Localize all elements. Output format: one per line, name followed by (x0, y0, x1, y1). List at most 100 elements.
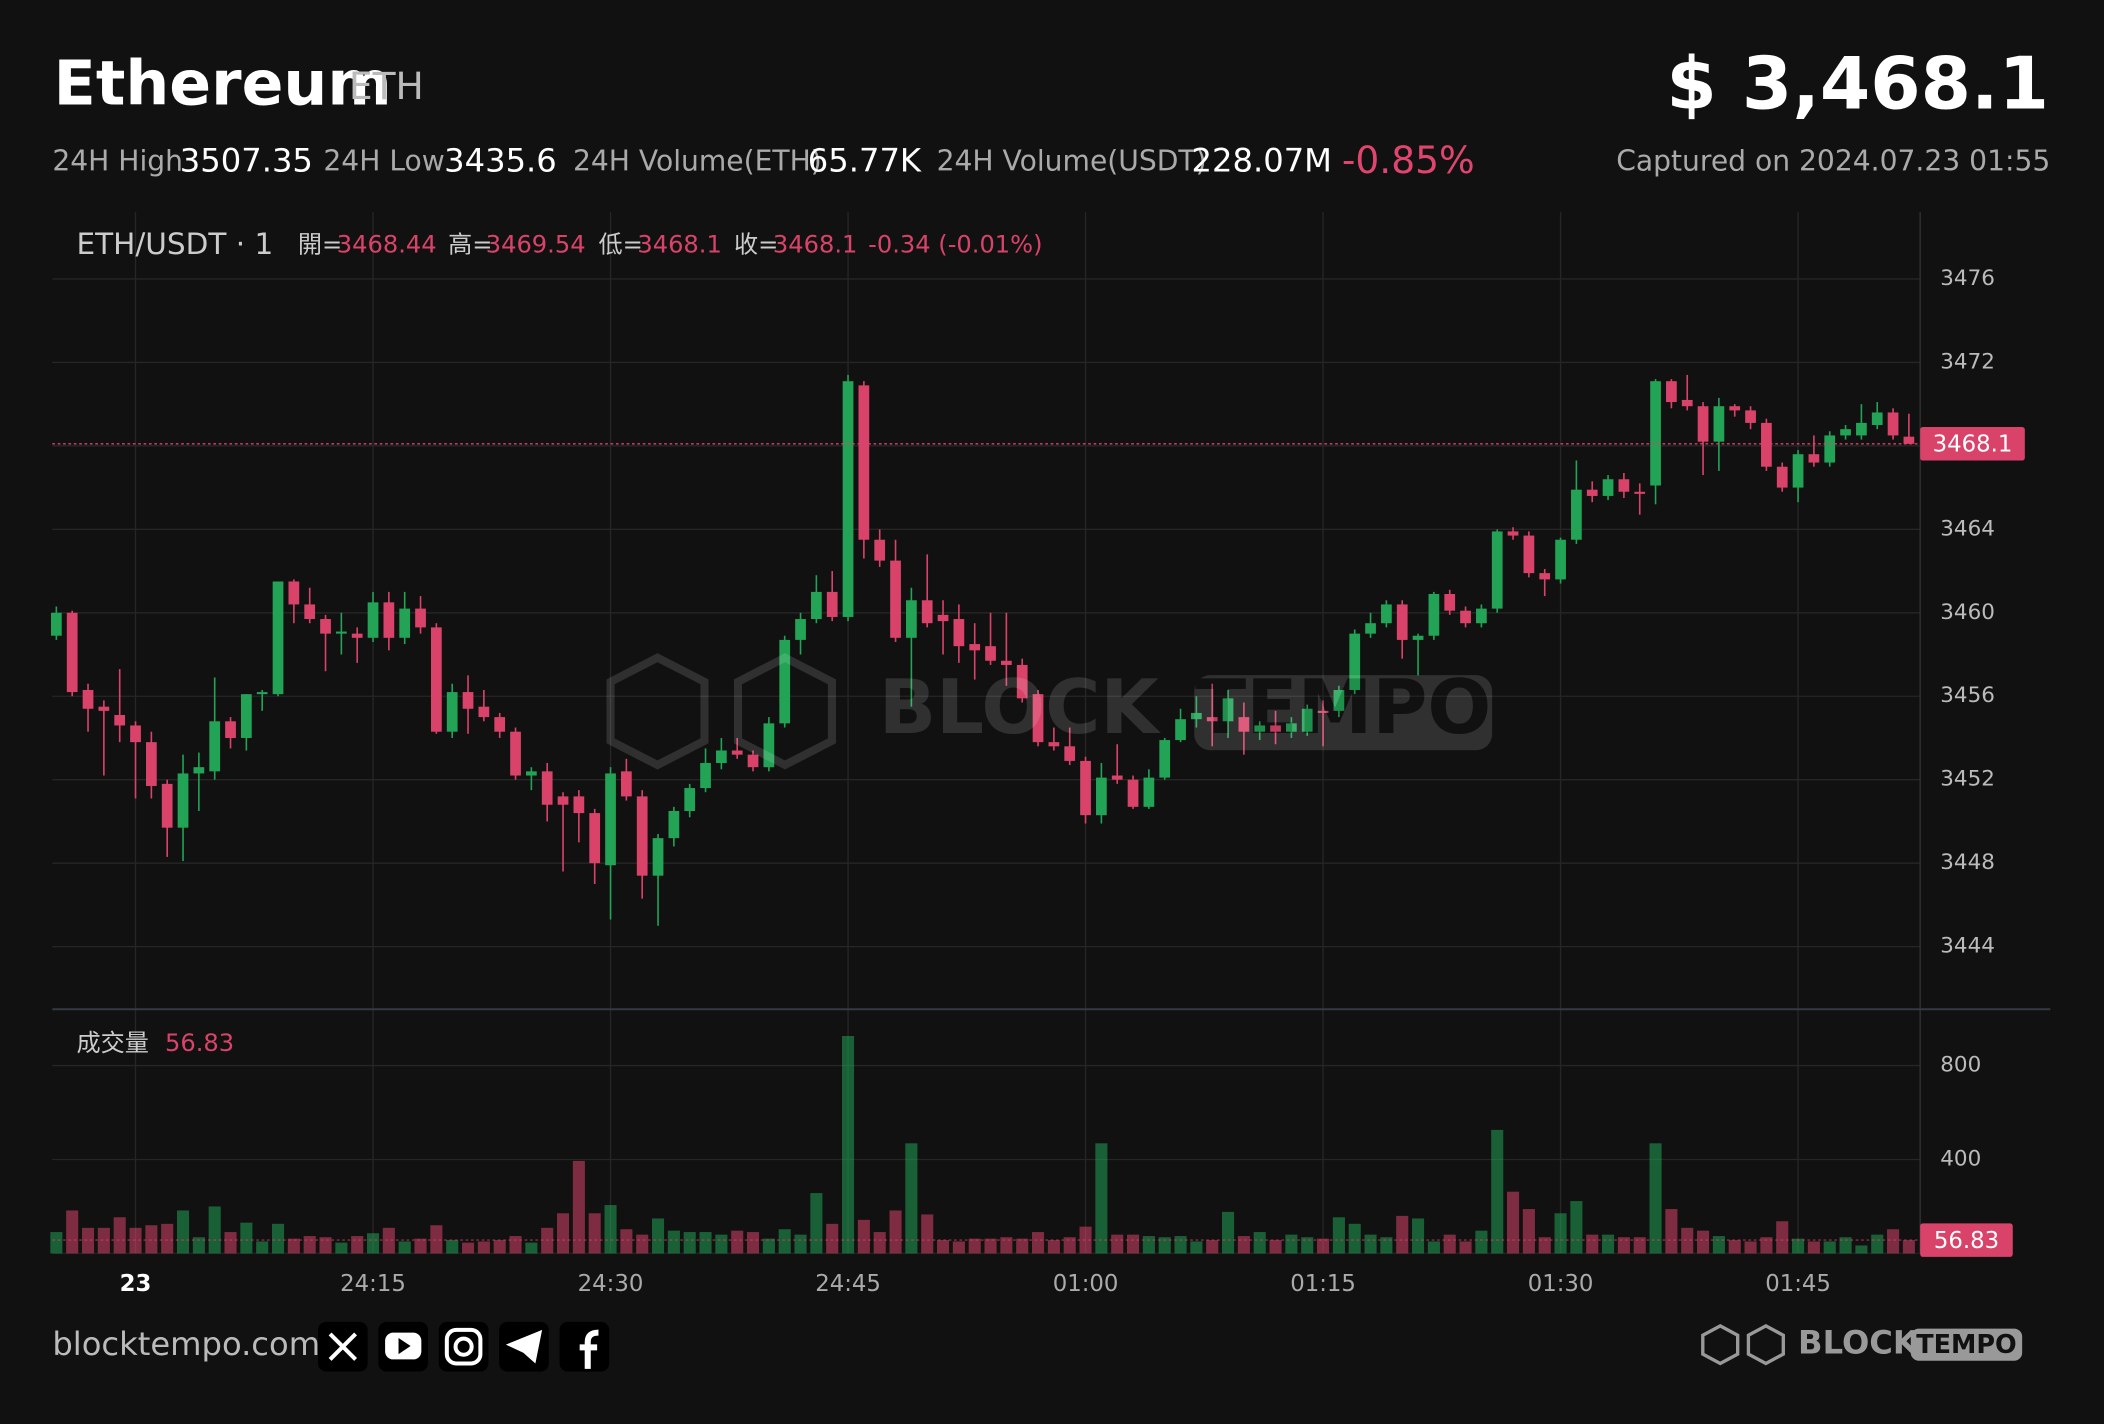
volume-bar (1744, 1241, 1757, 1254)
candle-body (1127, 779, 1139, 807)
volume-tick-label: 800 (1940, 1053, 1981, 1078)
volume-bar (1491, 1129, 1504, 1254)
candle-body (716, 750, 727, 764)
x-tick-label: 01:30 (1528, 1271, 1594, 1297)
candle-body (1871, 412, 1883, 425)
candle-body (652, 838, 664, 876)
volume-bar (1063, 1237, 1076, 1254)
candle-body (1840, 429, 1851, 436)
candle-body (1491, 531, 1503, 609)
candle-body (795, 619, 806, 640)
candle-body (1539, 573, 1551, 580)
volume-bar (161, 1223, 174, 1254)
volume-bar (556, 1213, 570, 1254)
volume-bar (1665, 1209, 1678, 1254)
volume-bar (525, 1242, 538, 1254)
volume-bar (461, 1242, 475, 1254)
telegram-glyph (505, 1329, 543, 1364)
y-tick-label: 3464 (1940, 516, 1995, 541)
coin-name: Ethereum (54, 47, 392, 119)
candle-body (1571, 489, 1582, 540)
candle-body (1001, 660, 1012, 665)
volume-bar (1760, 1237, 1773, 1254)
candle-body (1143, 777, 1155, 807)
candle-body (240, 694, 252, 738)
volume-bar (224, 1232, 237, 1254)
volume-bar (208, 1206, 221, 1254)
volume-bar (1602, 1234, 1615, 1254)
candle-body (1064, 746, 1076, 761)
candle-body (1586, 489, 1598, 496)
candle-body (937, 614, 949, 622)
stat-value: 228.07M (1192, 142, 1332, 180)
logo-icon (1746, 1323, 1785, 1366)
volume-bar (921, 1214, 934, 1254)
ohlc-label: 收= (734, 231, 778, 259)
volume-bar (319, 1237, 332, 1254)
price: $ 3,468.1 (1666, 43, 2049, 127)
volume-bar (1396, 1215, 1409, 1254)
volume-bar (81, 1227, 95, 1254)
candle-body (1887, 412, 1899, 436)
candle-body (1111, 775, 1123, 780)
instagram-icon[interactable] (438, 1321, 489, 1372)
volume-bar (97, 1227, 110, 1254)
candle-body (1602, 479, 1614, 496)
candle-body (288, 581, 300, 605)
volume-bar (1222, 1211, 1235, 1254)
candle-body (573, 796, 585, 814)
volume-bar (905, 1143, 918, 1254)
volume-bar (651, 1218, 665, 1254)
volume-bar (1681, 1227, 1694, 1254)
x-tick-label: 01:45 (1765, 1271, 1831, 1297)
volume-tick-label: 400 (1940, 1147, 1981, 1172)
candle-body (66, 612, 78, 693)
candle-body (1301, 708, 1313, 732)
x-tick-label: 23 (120, 1271, 152, 1297)
volume-bar (968, 1238, 981, 1254)
volume-bar (414, 1238, 427, 1254)
volume-bar (1728, 1240, 1741, 1254)
candle-body (399, 608, 411, 638)
candle-body (383, 602, 395, 638)
last-price-label: 3468.1 (1933, 432, 2013, 458)
candle-body (1824, 435, 1836, 463)
volume-bar (952, 1241, 965, 1254)
candle-body (1286, 723, 1297, 732)
stat-value: 3435.6 (444, 142, 557, 180)
candle-body (494, 717, 506, 732)
candle-body (1666, 381, 1677, 403)
volume-bar (762, 1238, 775, 1254)
volume-bar (1443, 1234, 1456, 1254)
watermark-text: TEMPO (1195, 663, 1491, 751)
candle-body (1856, 422, 1867, 436)
candle-body (731, 750, 743, 755)
last-volume-tag (1920, 1223, 2013, 1257)
instagram-glyph (444, 1327, 483, 1366)
candle-body (636, 796, 648, 876)
volume-bar (176, 1210, 190, 1254)
candle-body (1096, 777, 1107, 816)
volume-bar (715, 1234, 728, 1254)
candle-body (1476, 608, 1487, 624)
x-tick-label: 24:30 (578, 1271, 644, 1297)
watermark-icon (606, 653, 709, 770)
volume-bar (1649, 1143, 1662, 1254)
volume-bar (287, 1238, 300, 1254)
volume-bar (699, 1232, 712, 1254)
volume-bar (256, 1241, 269, 1254)
logo-badge (1910, 1328, 2023, 1361)
candle-body (747, 754, 759, 768)
candle-body (272, 581, 284, 695)
volume-bar (1427, 1241, 1440, 1254)
candle-body (1270, 725, 1281, 732)
candle-body (478, 706, 490, 718)
candle-body (1713, 406, 1725, 442)
volume-bar (382, 1227, 395, 1254)
volume-bar (1253, 1232, 1266, 1254)
watermark-badge (1194, 675, 1493, 751)
logo-text: TEMPO (1916, 1330, 2017, 1360)
candle-body (1444, 593, 1456, 611)
volume-bar (731, 1230, 744, 1254)
candle-body (1903, 436, 1915, 444)
